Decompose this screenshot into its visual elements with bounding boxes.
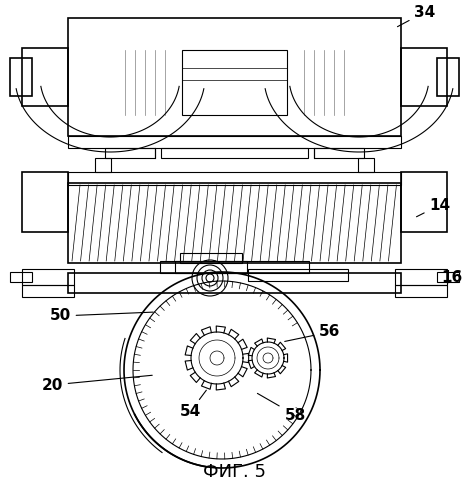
Bar bbox=[68, 273, 401, 293]
Bar bbox=[105, 148, 155, 158]
Text: 56: 56 bbox=[285, 324, 340, 341]
Bar bbox=[314, 148, 364, 158]
Bar bbox=[180, 253, 242, 263]
Text: 14: 14 bbox=[416, 198, 451, 217]
Bar bbox=[22, 48, 68, 106]
Bar bbox=[68, 172, 401, 185]
Bar bbox=[160, 261, 309, 273]
Bar bbox=[161, 148, 308, 158]
Bar bbox=[437, 58, 459, 96]
Text: 50: 50 bbox=[49, 308, 153, 323]
Bar bbox=[248, 269, 348, 281]
Bar bbox=[10, 58, 32, 96]
Bar bbox=[95, 158, 111, 172]
Bar bbox=[68, 18, 401, 136]
Text: 16: 16 bbox=[441, 270, 462, 285]
Text: ФИГ. 5: ФИГ. 5 bbox=[203, 463, 265, 481]
Bar bbox=[395, 285, 447, 297]
Text: 34: 34 bbox=[397, 4, 436, 26]
Bar bbox=[401, 48, 447, 106]
Bar bbox=[358, 158, 374, 172]
Bar bbox=[175, 261, 247, 273]
Bar bbox=[395, 269, 447, 285]
Bar bbox=[22, 172, 68, 232]
Bar bbox=[10, 272, 32, 282]
Bar bbox=[22, 269, 74, 285]
Bar bbox=[401, 172, 447, 232]
Bar bbox=[437, 272, 459, 282]
Bar bbox=[22, 285, 74, 297]
Bar bbox=[182, 50, 287, 115]
Text: 58: 58 bbox=[257, 393, 306, 423]
Bar bbox=[68, 183, 401, 263]
Bar bbox=[68, 136, 401, 148]
Text: 54: 54 bbox=[179, 390, 206, 420]
Text: 20: 20 bbox=[41, 375, 152, 393]
